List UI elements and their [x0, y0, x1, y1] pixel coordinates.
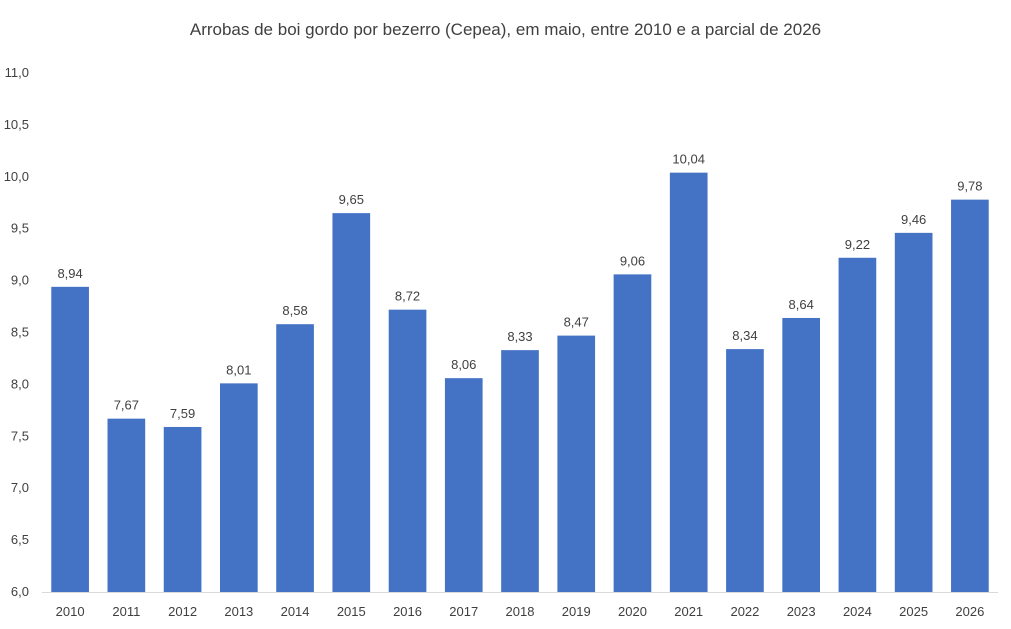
bar-2023 — [782, 317, 821, 592]
bar-2025 — [894, 232, 933, 593]
x-axis: 2010 2011 2012 2013 2014 2015 2016 2017 2018 2019… — [42, 592, 998, 619]
data-label-2016: 8,72 — [395, 289, 420, 304]
data-label-2025: 9,46 — [901, 212, 926, 227]
data-label-2012: 7,59 — [170, 406, 195, 421]
y-tick-label: 6,0 — [11, 584, 29, 599]
data-label-2023: 8,64 — [789, 297, 814, 312]
bar-2014 — [276, 324, 314, 592]
data-label-2015: 9,65 — [339, 192, 364, 207]
bar-2015 — [332, 213, 371, 592]
x-tick-label-2018: 2018 — [506, 604, 535, 619]
x-tick-label-2025: 2025 — [899, 604, 928, 619]
data-label-2019: 8,47 — [564, 315, 589, 330]
y-tick-label: 6,5 — [11, 532, 29, 547]
x-tick-label-2012: 2012 — [168, 604, 197, 619]
x-tick-label-2014: 2014 — [281, 604, 310, 619]
x-tick-label-2022: 2022 — [730, 604, 759, 619]
data-label-2018: 8,33 — [507, 329, 532, 344]
y-tick-label: 11,0 — [5, 65, 29, 80]
bar-2011 — [107, 418, 146, 592]
chart-title: Arrobas de boi gordo por bezerro (Cepea)… — [189, 20, 822, 39]
y-tick-label: 9,5 — [11, 221, 29, 236]
x-tick-label-2013: 2013 — [224, 604, 253, 619]
x-tick-label-2017: 2017 — [449, 604, 478, 619]
y-tick-label: 8,0 — [11, 376, 29, 391]
x-tick-label-2024: 2024 — [843, 604, 872, 619]
data-label-2022: 8,34 — [732, 328, 757, 343]
bar-2024 — [838, 257, 877, 592]
data-label-2013: 8,01 — [226, 362, 251, 377]
data-label-2020: 9,06 — [620, 253, 645, 268]
bar-2010 — [51, 286, 89, 592]
data-label-2011: 7,67 — [114, 398, 139, 413]
x-tick-label-2020: 2020 — [618, 604, 647, 619]
data-label-2017: 8,06 — [451, 357, 476, 372]
x-tick-label-2016: 2016 — [393, 604, 422, 619]
x-tick-label-2023: 2023 — [787, 604, 816, 619]
x-tick-label-2011: 2011 — [112, 604, 140, 619]
data-label-2014: 8,58 — [282, 303, 307, 318]
y-tick-label: 7,0 — [11, 480, 29, 495]
y-tick-label: 10,0 — [4, 169, 29, 184]
bar-2022 — [726, 349, 764, 592]
data-label-2010: 8,94 — [57, 266, 82, 281]
bar-2019 — [557, 335, 596, 592]
x-tick-label-2026: 2026 — [955, 604, 984, 619]
bars-group: 8,94 7,67 7,59 8,01 8,58 9,65 8,72 8,06 8,33 8,47… — [51, 152, 989, 593]
bar-2012 — [163, 426, 202, 592]
data-label-2024: 9,22 — [845, 237, 870, 252]
bar-2016 — [388, 309, 427, 592]
y-tick-label: 8,5 — [11, 325, 29, 340]
bar-2021 — [669, 172, 708, 592]
data-label-2021: 10,04 — [672, 152, 705, 167]
y-tick-label: 9,0 — [11, 273, 29, 288]
bar-2026 — [951, 199, 989, 593]
y-tick-label: 10,5 — [4, 117, 29, 132]
bar-2020 — [613, 274, 652, 592]
y-tick-label: 7,5 — [11, 428, 29, 443]
y-axis: 6,0 6,5 7,0 7,5 8,0 8,5 9,0 9,5 10,0 10,5 11,0 — [4, 65, 29, 599]
bar-2017 — [444, 378, 483, 592]
x-tick-label-2019: 2019 — [562, 604, 591, 619]
x-tick-label-2010: 2010 — [56, 604, 85, 619]
x-tick-label-2015: 2015 — [337, 604, 366, 619]
data-label-2026: 9,78 — [957, 179, 982, 194]
bar-2018 — [501, 350, 539, 592]
bar-2013 — [219, 383, 258, 592]
x-tick-label-2021: 2021 — [674, 604, 703, 619]
